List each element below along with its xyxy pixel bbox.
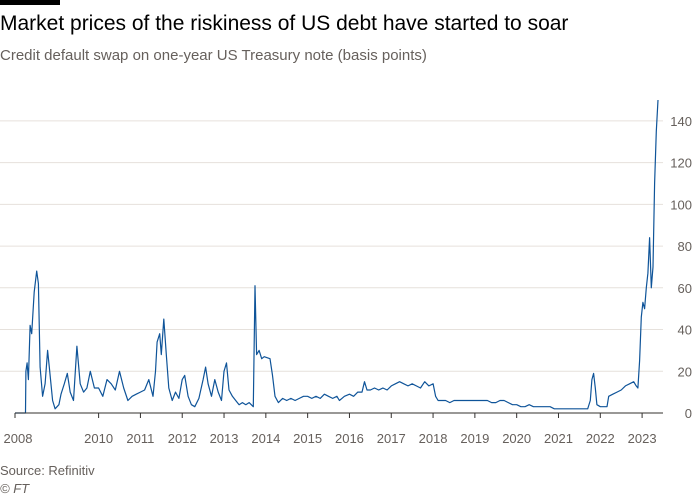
y-tick-label: 60 [678,281,692,296]
y-tick-label: 100 [670,197,692,212]
y-tick-label: 0 [685,406,692,421]
y-tick-label: 40 [678,323,692,338]
x-tick-label: 2015 [293,431,322,446]
x-tick-label: 2020 [502,431,531,446]
x-axis-ticks: 2008 2010 2011 2012 2013 2014 2015 2016 2017 2018… [4,413,657,446]
y-tick-label: 20 [678,364,692,379]
x-tick-label: 2019 [460,431,489,446]
y-tick-label: 80 [678,239,692,254]
ft-credit: © FT [0,481,30,496]
chart-title: Market prices of the riskiness of US deb… [0,12,569,35]
x-tick-label: 2014 [251,431,280,446]
y-tick-label: 120 [670,156,692,171]
x-tick-label: 2021 [544,431,573,446]
source-note: Source: Refinitiv [0,463,95,478]
ft-brand-bar [0,0,60,5]
x-tick-label: 2012 [168,431,197,446]
x-tick-label: 2017 [377,431,406,446]
grid-lines [0,120,663,372]
x-tick-label: 2018 [419,431,448,446]
x-tick-label: 2010 [84,431,113,446]
y-axis-ticks: 0 20 40 60 80 100 120 140 [670,114,692,421]
x-tick-label: 2016 [335,431,364,446]
x-tick-label: 2011 [126,431,154,446]
x-tick-label: 2008 [4,431,33,446]
x-tick-label: 2023 [628,431,657,446]
y-tick-label: 140 [670,114,692,129]
chart-subtitle: Credit default swap on one-year US Treas… [0,47,427,64]
x-tick-label: 2013 [210,431,239,446]
series-line-cds [15,99,659,414]
x-tick-label: 2022 [586,431,615,446]
